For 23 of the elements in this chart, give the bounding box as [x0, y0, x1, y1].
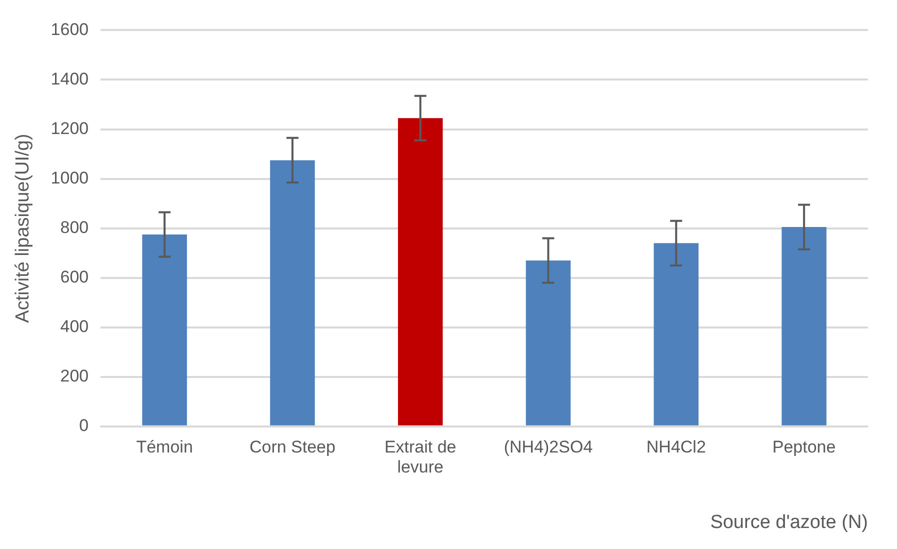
- y-tick-label: 0: [79, 416, 89, 436]
- y-tick-label: 800: [60, 218, 89, 237]
- x-tick-label: NH4Cl2: [646, 437, 706, 456]
- x-tick-label: Peptone: [772, 437, 836, 456]
- y-tick-label: 600: [60, 268, 89, 287]
- bar: [782, 227, 826, 426]
- bar: [398, 118, 443, 426]
- x-axis-title: Source d'azote (N): [710, 512, 868, 533]
- bar: [526, 260, 571, 426]
- y-tick-label: 1200: [50, 118, 89, 138]
- y-axis-title: Activité lipasique(UI/g): [12, 134, 34, 323]
- y-tick-label: 1400: [50, 69, 89, 88]
- x-tick-label: Corn Steep: [249, 437, 336, 456]
- x-tick-label: Extrait de levure: [384, 437, 456, 477]
- bar: [142, 234, 187, 426]
- bar: [654, 243, 699, 426]
- y-tick-label: 1600: [50, 20, 89, 39]
- x-tick-label: (NH4)2SO4: [504, 437, 593, 456]
- y-tick-label: 200: [60, 366, 89, 386]
- x-tick-label: Témoin: [136, 437, 193, 456]
- y-tick-label: 400: [60, 317, 89, 336]
- bar: [270, 160, 315, 426]
- y-tick-label: 1000: [50, 168, 89, 188]
